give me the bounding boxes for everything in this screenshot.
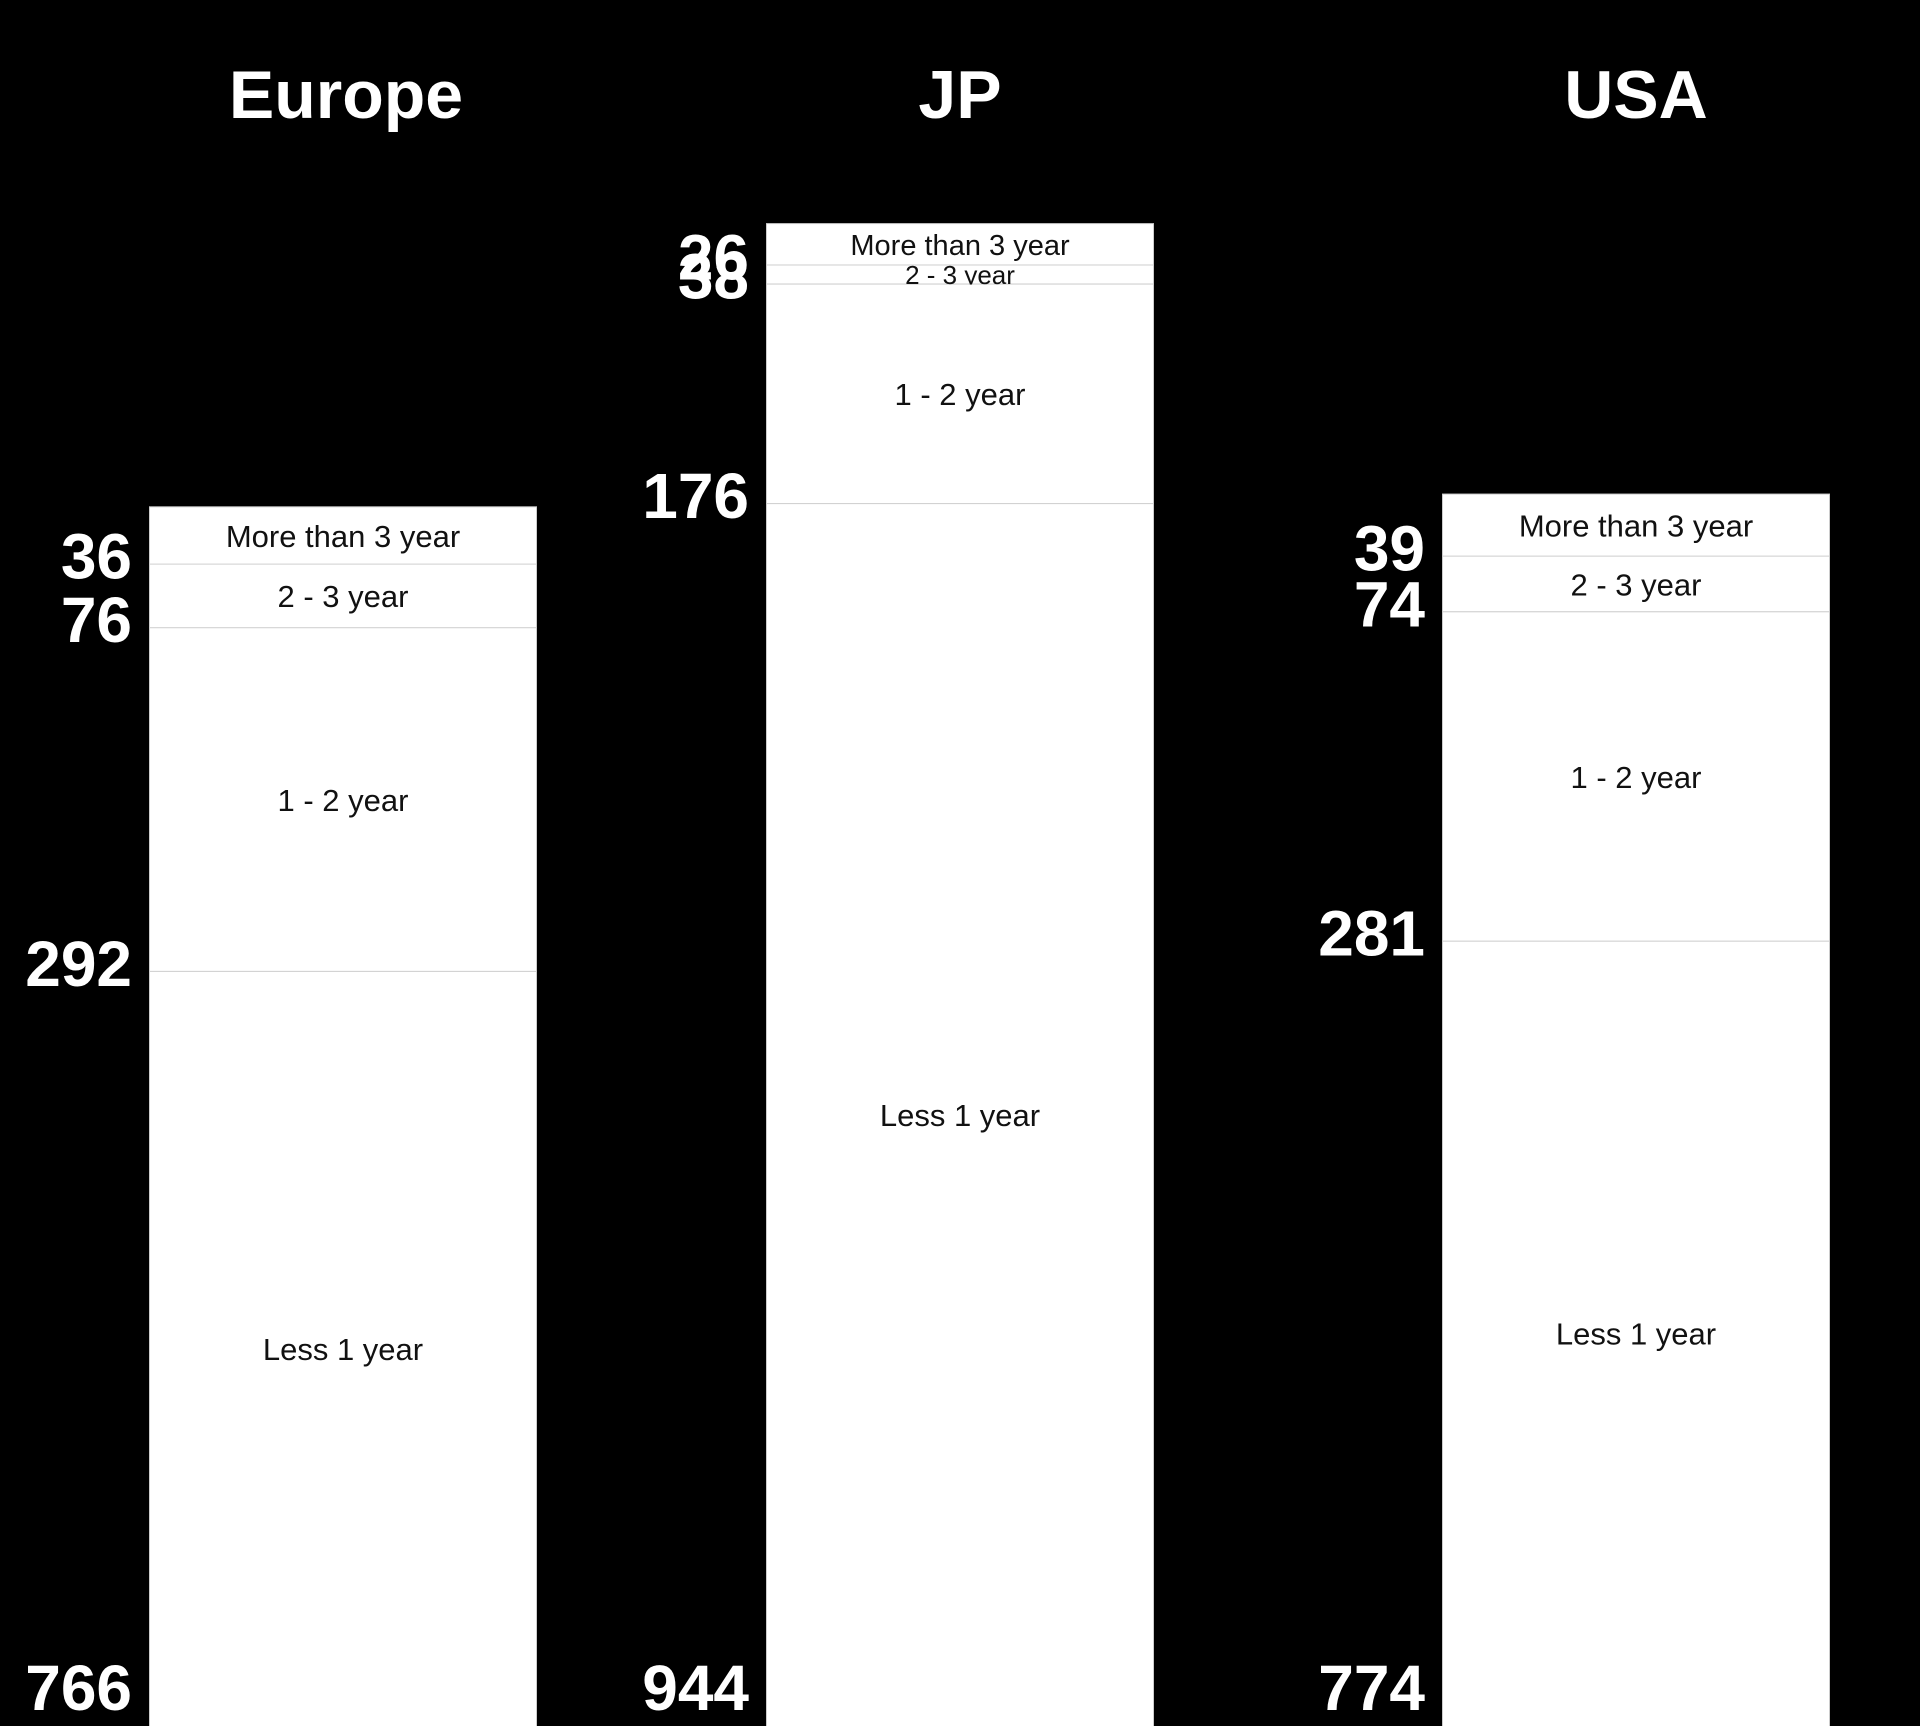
segment-label: More than 3 year	[1519, 508, 1753, 543]
segment-label: 2 - 3 year	[1571, 567, 1702, 602]
segment-label: 1 - 2 year	[1571, 760, 1702, 795]
segment-rect	[150, 507, 536, 565]
segment-label: Less 1 year	[263, 1332, 423, 1367]
segment-rect	[1443, 556, 1829, 613]
segment-label: 2 - 3 year	[278, 579, 409, 614]
value-label: 26	[678, 221, 749, 293]
segment-rect	[150, 564, 536, 629]
bar-segment: 1 - 2 year 292	[25, 628, 536, 1000]
panel-title: Europe	[229, 57, 463, 133]
segment-rect	[767, 265, 1153, 285]
segment-rect	[1443, 612, 1829, 942]
segment-rect	[1443, 494, 1829, 557]
segment-rect	[767, 224, 1153, 266]
bar-segment: 1 - 2 year 176	[642, 284, 1153, 532]
value-label: 39	[1354, 513, 1425, 585]
value-label: 766	[25, 1652, 132, 1724]
segment-label: More than 3 year	[850, 230, 1070, 262]
value-label: 38	[678, 241, 749, 313]
value-label: 36	[61, 521, 132, 593]
segment-rect	[767, 284, 1153, 505]
segment-label: 1 - 2 year	[278, 783, 409, 818]
bar-segment: Less 1 year 944	[642, 504, 1153, 1726]
panel-title: JP	[918, 57, 1001, 133]
bar-segment: 1 - 2 year 281	[1318, 612, 1829, 970]
value-label: 774	[1318, 1652, 1425, 1724]
segment-rect	[150, 628, 536, 972]
segment-rect	[1443, 941, 1829, 1726]
bar-segment: Less 1 year 766	[25, 971, 536, 1726]
bar-segment: 2 - 3 year 74	[1354, 556, 1829, 640]
value-label: 176	[642, 460, 749, 532]
panel-title: USA	[1564, 57, 1708, 133]
value-label: 281	[1318, 898, 1425, 970]
value-label: 76	[61, 584, 132, 656]
value-label: 74	[1354, 568, 1426, 640]
bar-segment: Less 1 year 774	[1318, 941, 1829, 1726]
segment-label: 1 - 2 year	[895, 377, 1026, 412]
value-label: 944	[642, 1652, 749, 1724]
segment-label: Less 1 year	[1556, 1317, 1716, 1352]
bar-segment: More than 3 year 36	[61, 507, 536, 593]
value-label: 292	[25, 928, 132, 1000]
segment-label: Less 1 year	[880, 1098, 1040, 1133]
segment-rect	[150, 971, 536, 1726]
segment-rect	[767, 504, 1153, 1726]
segment-label: More than 3 year	[226, 519, 460, 554]
